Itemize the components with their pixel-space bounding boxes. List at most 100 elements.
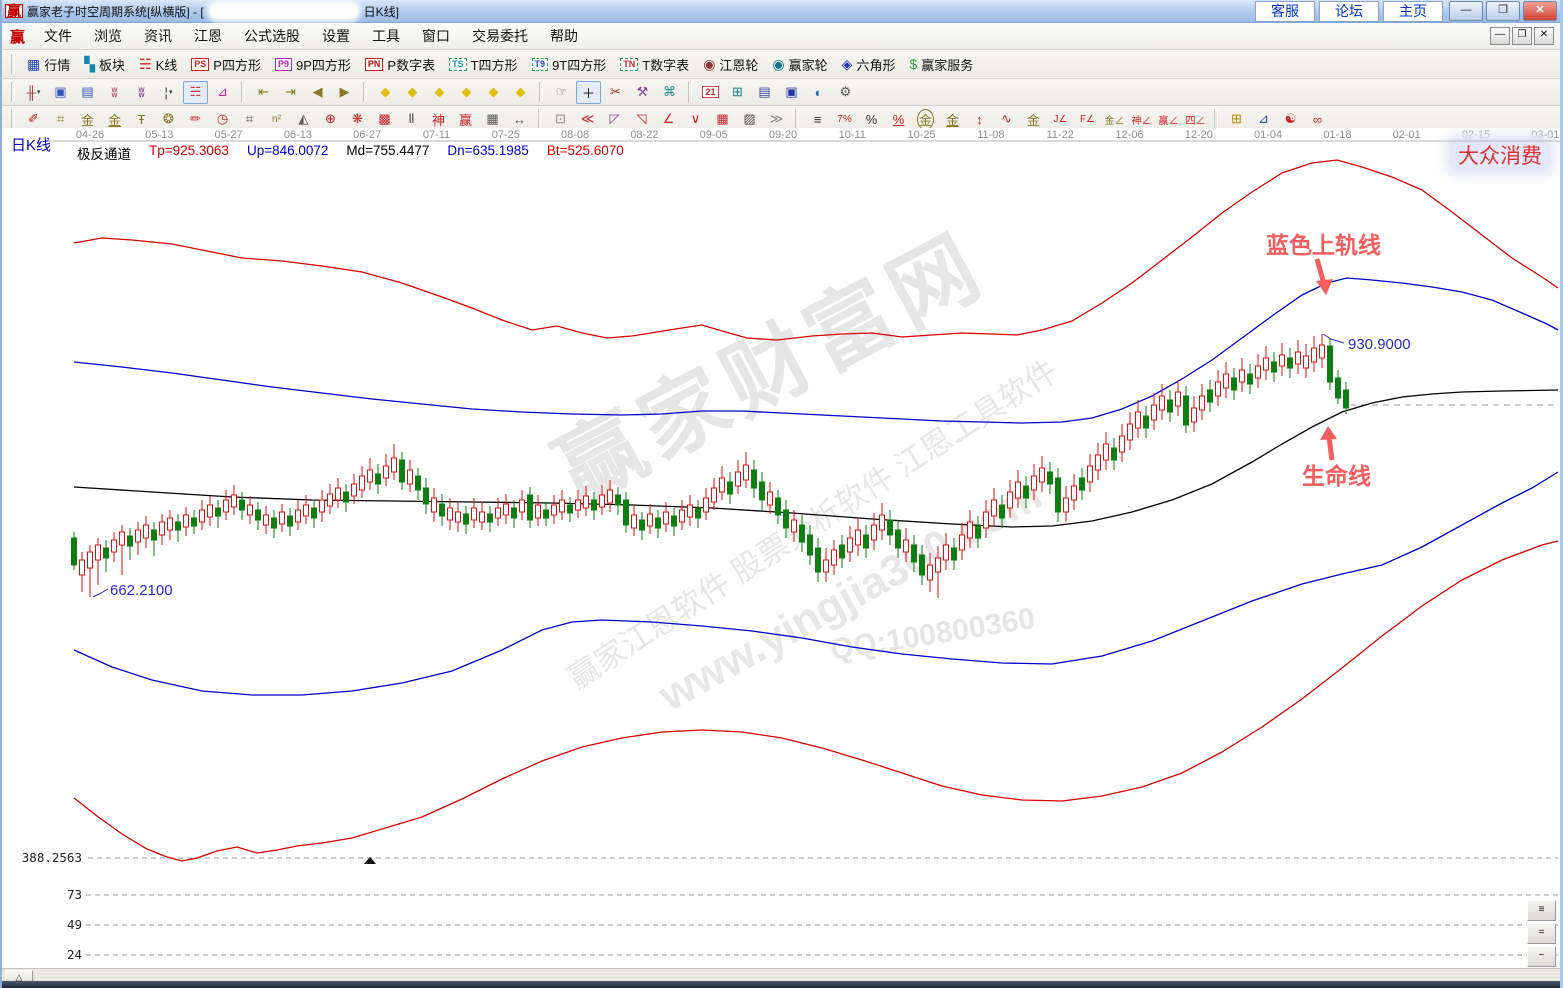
box-tool[interactable]: ⊡ xyxy=(548,108,573,131)
pencil-tool[interactable]: ✏ xyxy=(183,108,208,131)
angle-tool[interactable]: ◭ xyxy=(291,108,316,131)
hand-tool-button[interactable]: ☞ xyxy=(549,81,574,104)
bar-width-select[interactable]: ¦ ▾ xyxy=(156,81,181,104)
pattern-tool-button[interactable]: ⌘ xyxy=(657,81,682,104)
time-cycle-tool[interactable]: ◷ xyxy=(210,108,235,131)
calendar-button[interactable]: 21 xyxy=(698,81,723,104)
kline-button[interactable]: ☵ K线 xyxy=(132,53,184,76)
stamp-tool-button[interactable]: ⚒ xyxy=(630,81,655,104)
trend-chart-tool[interactable]: ⊿ xyxy=(1251,108,1276,131)
wave-gold-tool[interactable]: ∿ xyxy=(994,108,1019,131)
user-tools-button[interactable]: ⚙ xyxy=(833,81,858,104)
next-page-button[interactable]: ▶ xyxy=(332,81,357,104)
menu-1[interactable]: 文件 xyxy=(44,28,73,44)
close-button[interactable]: ✕ xyxy=(1523,1,1557,21)
period-diamond-2-button[interactable]: ◆ xyxy=(400,81,425,104)
sectors-button[interactable]: ▚ 板块 xyxy=(77,53,132,76)
p9-square-button[interactable]: P9 9P四方形 xyxy=(268,53,358,76)
crosshair-tool-button[interactable]: ＋ xyxy=(576,80,601,104)
f-angle-tool[interactable]: F∠ xyxy=(1075,108,1100,131)
gold-angle-tool[interactable]: 金∠ xyxy=(1102,108,1127,131)
brush-tool[interactable]: ✐ xyxy=(21,108,46,131)
web-tools-button[interactable]: ◐ xyxy=(806,81,831,104)
calculator-button[interactable]: ⊞ xyxy=(725,81,750,104)
chart-area[interactable]: 04-26 05-13 05-27 06-13 06-27 07-11 07-25 08-08… xyxy=(2,128,1560,988)
pane-layout-2-button[interactable]: = xyxy=(1527,923,1556,944)
gold-line-tool[interactable]: 金 xyxy=(102,108,127,131)
save-button[interactable]: ▣ xyxy=(779,81,804,104)
menu-3[interactable]: 资讯 xyxy=(144,28,173,44)
z-percent-tool[interactable]: 7% xyxy=(832,108,857,131)
pane-layout-1-button[interactable]: − xyxy=(1527,946,1556,967)
period-diamond-6-button[interactable]: ◆ xyxy=(508,81,533,104)
kline-style-select[interactable]: ╫ ▾ xyxy=(21,81,46,104)
span-arrow-tool[interactable]: ↔ xyxy=(507,108,532,131)
shen-tool[interactable]: 神 xyxy=(426,108,451,131)
menu-9[interactable]: 交易委托 xyxy=(472,28,529,44)
fan-lines-tool[interactable]: ≪ xyxy=(575,108,600,131)
prev-page-button[interactable]: ◀ xyxy=(305,81,330,104)
yinyang-tool[interactable]: ☯ xyxy=(1278,108,1303,131)
fib-tool[interactable]: Ŧ xyxy=(129,108,154,131)
kline-style-select-dropdown-icon[interactable]: ▾ xyxy=(36,89,41,96)
fan-grid-tool[interactable]: ◹ xyxy=(629,108,654,131)
menu-7[interactable]: 工具 xyxy=(372,28,401,44)
period-diamond-5-button[interactable]: ◆ xyxy=(481,81,506,104)
menu-4[interactable]: 江恩 xyxy=(194,28,223,44)
hexagon-button[interactable]: ◈ 六角形 xyxy=(835,53,903,76)
zoom-region-button[interactable]: ▣ xyxy=(48,81,73,104)
fan-box-tool[interactable]: ◸ xyxy=(602,108,627,131)
period-diamond-4-button[interactable]: ◆ xyxy=(454,81,479,104)
gold-under-tool[interactable]: 金 xyxy=(1021,108,1046,131)
percent-tool[interactable]: % xyxy=(859,108,884,131)
scale-tool[interactable]: ≡ xyxy=(805,108,830,131)
p-number-table-button[interactable]: PN P数字表 xyxy=(358,53,442,76)
wave-tool[interactable]: ∨ xyxy=(683,108,708,131)
price-grid-tool[interactable]: ▦ xyxy=(480,108,505,131)
ying-tool[interactable]: 赢 xyxy=(453,108,478,131)
infinity-tool[interactable]: ∞ xyxy=(1305,108,1330,131)
percent-line-tool[interactable]: % xyxy=(886,108,911,131)
slant-lines-tool[interactable]: ≫ xyxy=(764,108,789,131)
mdi-close-button[interactable]: ✕ xyxy=(1534,27,1554,45)
quick-link-1[interactable]: 客服 xyxy=(1255,0,1315,22)
ruler-comb-tool[interactable]: ⌗ xyxy=(237,108,262,131)
gann-comb-tool[interactable]: ⌗ xyxy=(48,108,73,131)
n-square-tool[interactable]: n² xyxy=(264,108,289,131)
quick-link-2[interactable]: 论坛 xyxy=(1319,0,1379,22)
gold-grid-tool[interactable]: 金 xyxy=(75,108,100,131)
mdi-restore-button[interactable]: ❐ xyxy=(1512,27,1532,45)
volume-view-button[interactable]: ⊿ xyxy=(210,81,235,104)
spider-grid-tool[interactable]: ▩ xyxy=(372,108,397,131)
first-page-button[interactable]: ⇤ xyxy=(251,81,276,104)
fork-line-tool[interactable]: Ⅱ xyxy=(399,108,424,131)
grid-shade-tool[interactable]: ▨ xyxy=(737,108,762,131)
maximize-button[interactable]: ❐ xyxy=(1486,1,1520,21)
measure-tool-button[interactable]: ✂ xyxy=(603,81,628,104)
pane-layout-3-button[interactable]: ≡ xyxy=(1527,900,1556,921)
t-square-button[interactable]: TS T四方形 xyxy=(442,53,524,76)
minimize-button[interactable]: — xyxy=(1449,1,1483,21)
bar-width-select-dropdown-icon[interactable]: ▾ xyxy=(168,89,173,96)
chart-9-button[interactable]: ʬ xyxy=(129,81,154,104)
quotes-button[interactable]: ▦ 行情 xyxy=(20,53,77,76)
t9-square-button[interactable]: T9 9T四方形 xyxy=(525,53,614,76)
ying-angle-tool[interactable]: 赢∠ xyxy=(1156,108,1181,131)
kline-view-button[interactable]: ☵ xyxy=(183,80,208,104)
period-diamond-3-button[interactable]: ◆ xyxy=(427,81,452,104)
menu-8[interactable]: 窗口 xyxy=(422,28,451,44)
color-grid-tool[interactable]: ⊞ xyxy=(1224,108,1249,131)
winner-service-button[interactable]: $ 赢家服务 xyxy=(902,53,980,76)
spiral-tool[interactable]: ❂ xyxy=(156,108,181,131)
p-square-button[interactable]: PS P四方形 xyxy=(184,53,268,76)
info-panel-button[interactable]: ▤ xyxy=(75,81,100,104)
gann-wheel-button[interactable]: ◉ 江恩轮 xyxy=(696,53,765,76)
price-arrow-tool[interactable]: ↕ xyxy=(967,108,992,131)
angle-lines-tool[interactable]: ∠ xyxy=(656,108,681,131)
t-number-table-button[interactable]: TN T数字表 xyxy=(613,53,696,76)
menu-5[interactable]: 公式选股 xyxy=(244,28,301,44)
web-grid-tool[interactable]: ❋ xyxy=(345,108,370,131)
menu-10[interactable]: 帮助 xyxy=(550,28,579,44)
si-angle-tool[interactable]: 四∠ xyxy=(1183,108,1208,131)
